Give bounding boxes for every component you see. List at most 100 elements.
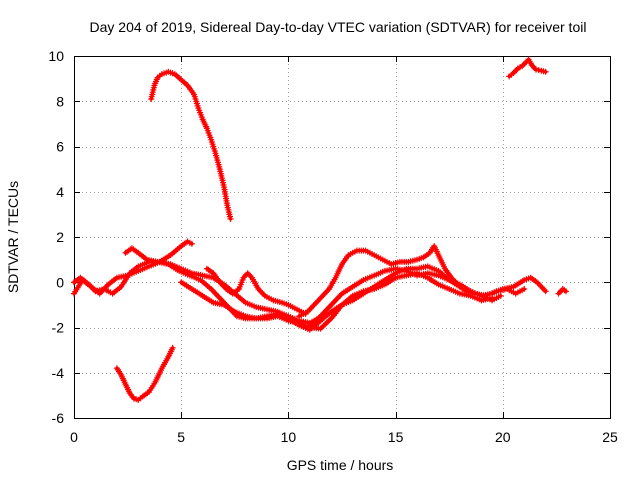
data-point [93, 289, 98, 293]
y-tick-label: 10 [48, 48, 64, 64]
data-point [297, 323, 301, 327]
data-point [544, 289, 548, 293]
data-point [72, 291, 76, 296]
data-point [372, 253, 376, 257]
data-point [494, 289, 498, 293]
data-point [295, 307, 299, 311]
data-point [246, 271, 250, 275]
data-point [132, 397, 136, 401]
data-point [136, 264, 140, 269]
data-point [153, 380, 158, 384]
data-point [516, 66, 520, 71]
y-tick-label: -6 [52, 410, 65, 426]
x-tick-labels: 0 5 10 15 20 25 [70, 429, 618, 445]
data-point [222, 185, 226, 189]
data-point [421, 255, 426, 259]
data-point [383, 282, 387, 287]
data-point [458, 282, 462, 287]
data-point [333, 276, 338, 280]
data-point [505, 287, 509, 291]
data-point [218, 280, 222, 284]
data-point [436, 282, 441, 287]
data-point [171, 346, 175, 350]
data-point [78, 276, 83, 280]
data-point [147, 390, 151, 394]
data-point [233, 310, 237, 314]
data-point [426, 264, 430, 269]
data-point [188, 273, 192, 278]
plot-frame [74, 56, 611, 419]
series-line [115, 346, 175, 402]
data-point [265, 307, 269, 311]
y-tick-label: -2 [52, 320, 65, 336]
data-point [228, 217, 233, 221]
data-point [479, 294, 483, 298]
data-point [209, 138, 213, 142]
data-point [355, 248, 359, 253]
data-point [404, 273, 408, 278]
data-point [318, 314, 323, 318]
data-point [192, 92, 196, 97]
data-point [190, 271, 194, 275]
data-point [394, 267, 398, 271]
data-point [351, 294, 355, 298]
data-point [218, 296, 222, 300]
data-point [286, 316, 290, 321]
data-point [211, 301, 215, 305]
data-point [222, 303, 226, 307]
data-point [363, 248, 368, 253]
data-point [286, 303, 290, 307]
data-point [119, 285, 123, 289]
data-point [225, 203, 229, 207]
y-tick-labels: -6 -4 -2 0 2 4 6 8 10 [48, 48, 64, 426]
data-point [166, 355, 170, 359]
y-tick-label: 0 [56, 274, 64, 290]
data-point [479, 298, 483, 302]
y-axis-label: SDTVAR / TECUs [5, 181, 21, 293]
data-point [514, 291, 518, 296]
data-point [168, 253, 173, 257]
data-point [436, 273, 441, 278]
data-point [250, 276, 254, 280]
x-tick-label: 5 [177, 429, 185, 445]
data-point [381, 258, 385, 262]
data-point [490, 298, 494, 302]
data-point [329, 310, 333, 314]
data-point [231, 291, 235, 296]
data-point [524, 60, 528, 64]
data-point [340, 291, 344, 296]
data-point [329, 316, 333, 321]
data-point [361, 291, 366, 296]
data-point [145, 258, 149, 262]
data-point [254, 316, 258, 321]
data-point [428, 251, 432, 255]
data-point [166, 70, 170, 74]
data-point [152, 83, 156, 88]
data-point [436, 253, 441, 257]
data-point [507, 74, 511, 78]
data-point [209, 287, 213, 291]
data-point [511, 285, 516, 289]
y-tick-label: 4 [56, 184, 64, 200]
data-point [147, 264, 151, 269]
data-point [98, 291, 102, 296]
data-point [308, 323, 312, 327]
data-point [128, 271, 132, 275]
data-point [394, 271, 398, 275]
data-point [235, 314, 239, 318]
data-point [201, 273, 205, 278]
x-tick-label: 20 [495, 429, 511, 445]
data-point [556, 291, 561, 296]
data-point [263, 294, 267, 298]
data-point [166, 262, 170, 266]
data-point [179, 78, 183, 82]
series-layer [71, 56, 569, 403]
data-point [522, 278, 526, 282]
data-point [128, 391, 132, 395]
data-point [520, 64, 524, 68]
data-point [186, 83, 190, 88]
data-point [106, 282, 110, 287]
data-point [308, 328, 312, 332]
series-arc-e [203, 265, 309, 317]
data-point [318, 319, 323, 323]
